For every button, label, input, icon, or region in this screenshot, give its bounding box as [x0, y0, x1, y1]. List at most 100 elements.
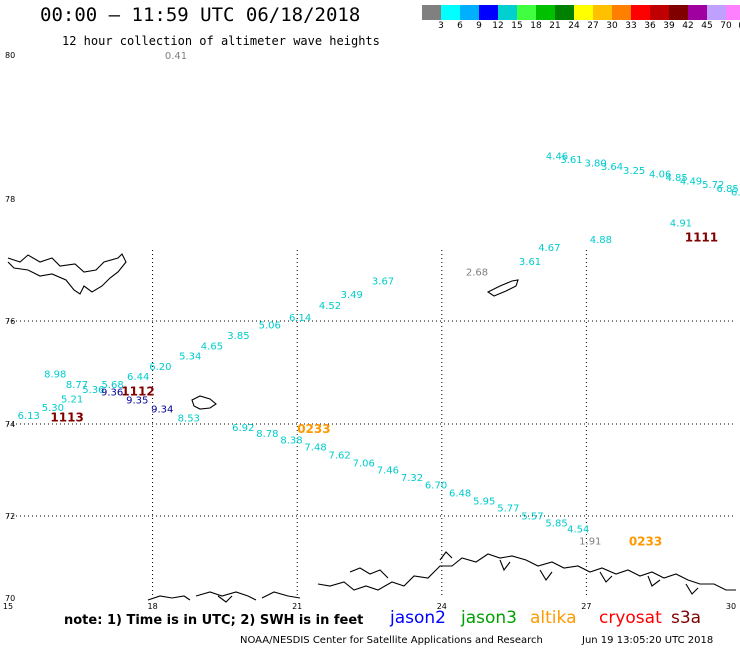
wave-height-label: 6.70: [425, 480, 447, 491]
color-swatch: [517, 5, 536, 20]
coastline-svalbard-south: [7, 253, 127, 295]
pass-time-label: 1112: [121, 385, 154, 399]
wave-height-label: 4.49: [680, 177, 702, 188]
legend-item-cryosat: cryosat: [599, 608, 662, 628]
legend-item-s3a: s3a: [671, 608, 702, 628]
color-scale-label: 39: [663, 21, 675, 31]
latitude-tick-label: 78: [5, 195, 15, 204]
color-scale-label: 18: [530, 21, 542, 31]
lat-lon-grid: 15 18 21 24 27 30 80 78 76 74 72 70: [3, 51, 736, 611]
color-swatch: [460, 5, 479, 20]
color-scale-label: 12: [492, 21, 504, 31]
legend-item-altika: altika: [530, 608, 577, 628]
pass-time-label: 0233: [297, 422, 330, 436]
wave-height-label: 6.91: [731, 187, 740, 198]
longitude-tick-label: 30: [726, 602, 736, 611]
wave-height-label: 4.52: [319, 301, 341, 312]
latitude-tick-label: 74: [5, 420, 15, 429]
longitude-tick-label: 18: [148, 602, 158, 611]
pass-time-label: 0233: [629, 535, 662, 549]
color-scale-label: 15: [511, 21, 523, 31]
color-swatch: [707, 5, 726, 20]
latitude-tick-label: 76: [5, 317, 15, 326]
color-scale-label: 6: [457, 21, 463, 31]
wave-height-label: 8.77: [66, 380, 88, 391]
color-swatch: [498, 5, 517, 20]
wave-height-label: 6.44: [127, 372, 149, 383]
wave-height-label: 5.34: [179, 352, 201, 363]
wave-height-label: 3.64: [601, 162, 623, 173]
wave-height-label: 4.65: [201, 341, 223, 352]
color-swatch: [555, 5, 574, 20]
wave-height-label: 3.61: [560, 155, 582, 166]
color-swatch: [441, 5, 460, 20]
wave-height-label: 9.34: [151, 405, 173, 416]
color-swatch: [593, 5, 612, 20]
coastlines: [7, 253, 736, 603]
color-swatch: [536, 5, 555, 20]
wave-height-label: 4.54: [567, 524, 589, 535]
wave-height-label: 7.62: [329, 451, 351, 462]
color-scale-label: 70: [720, 21, 732, 31]
wave-height-label: 8.98: [44, 370, 66, 381]
color-swatch: [669, 5, 688, 20]
timestamp-text: Jun 19 13:05:20 UTC 2018: [582, 635, 714, 646]
color-swatch: [422, 5, 441, 20]
color-swatch: [479, 5, 498, 20]
color-scale-label: 36: [644, 21, 656, 31]
color-scale-label: 24: [568, 21, 580, 31]
wave-height-label: 6.92: [232, 423, 254, 434]
map-title: 00:00 – 11:59 UTC 06/18/2018: [40, 4, 361, 26]
longitude-tick-label: 27: [581, 602, 591, 611]
color-swatch: [574, 5, 593, 20]
latitude-tick-label: 70: [5, 594, 15, 603]
wave-height-label: 3.49: [341, 290, 363, 301]
wave-height-label: 5.68: [102, 380, 124, 391]
wave-height-label: 5.95: [473, 497, 495, 508]
wave-height-label: 7.32: [401, 473, 423, 484]
wave-height-label: 6.20: [149, 362, 171, 373]
wave-height-label: 3.67: [372, 276, 394, 287]
wave-height-label: 4.85: [665, 173, 687, 184]
longitude-tick-label: 21: [292, 602, 302, 611]
coastline-norway-north: [147, 553, 736, 601]
wave-height-label: 5.85: [545, 518, 567, 529]
wave-height-label: 4.06: [649, 169, 671, 180]
color-scale-label: 9: [476, 21, 482, 31]
top-value-label: 0.41: [165, 51, 187, 62]
color-scale-bar: [422, 5, 740, 20]
legend-item-jason2: jason2: [390, 608, 446, 628]
wave-height-label: 5.21: [61, 394, 83, 405]
wave-height-label: 4.91: [670, 218, 692, 229]
wave-height-label: 3.85: [227, 331, 249, 342]
color-swatch: [631, 5, 650, 20]
wave-height-label: 8.38: [280, 435, 302, 446]
map-subtitle: 12 hour collection of altimeter wave hei…: [62, 34, 380, 48]
wave-height-label: 4.67: [538, 243, 560, 254]
coastline-fjords: [217, 551, 699, 603]
color-scale-label: 21: [549, 21, 561, 31]
latitude-tick-label: 72: [5, 512, 15, 521]
wave-height-label: 9.36: [101, 388, 123, 399]
wave-height-label: 5.36: [82, 385, 104, 396]
footer-note: note: 1) Time is in UTC; 2) SWH is in fe…: [64, 613, 364, 628]
wave-height-label: 6.85: [717, 184, 739, 195]
coastline-hopen-island: [486, 279, 519, 297]
wave-height-label: 4.46: [546, 151, 568, 162]
color-swatch: [726, 5, 740, 20]
wave-height-label: 7.48: [304, 443, 326, 454]
wave-height-label: 5.06: [259, 321, 281, 332]
wave-height-label: 2.68: [466, 267, 488, 278]
credit-text: NOAA/NESDIS Center for Satellite Applica…: [240, 635, 543, 646]
wave-height-label: 8.78: [256, 429, 278, 440]
coastline-bear-island: [191, 395, 217, 410]
color-scale-label: 3: [438, 21, 444, 31]
wave-height-label: 5.30: [42, 403, 64, 414]
wave-height-label: 7.46: [377, 466, 399, 477]
pass-time-label: 1113: [50, 410, 83, 424]
pass-time-label: 1111: [685, 231, 718, 245]
color-scale-label: 45: [701, 21, 713, 31]
